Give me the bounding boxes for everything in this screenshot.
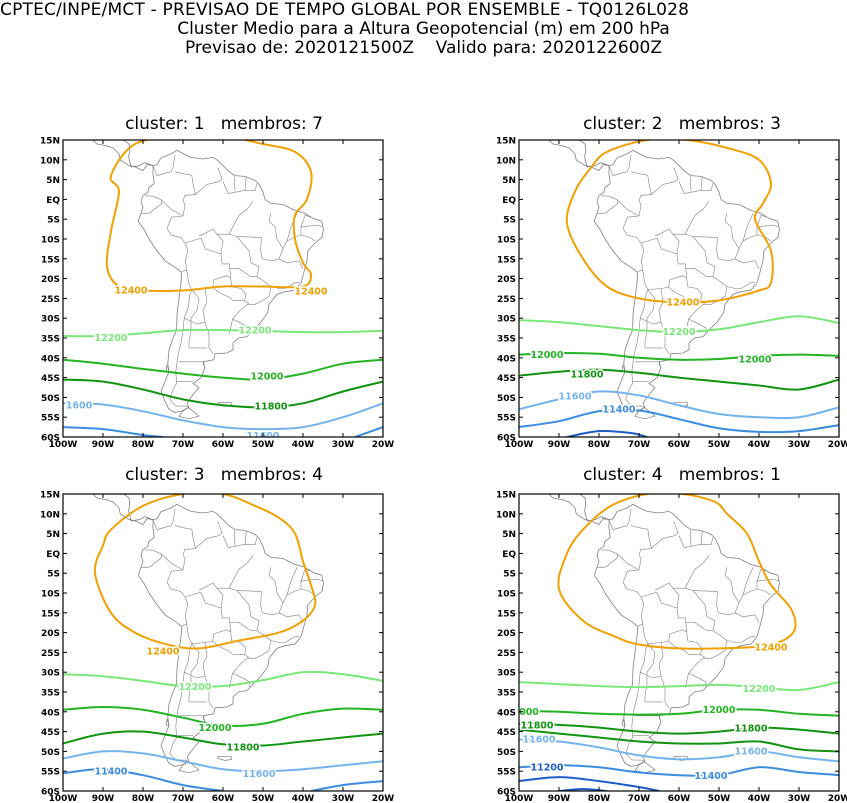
cluster-panel-3: cluster: 3 membros: 4 [0, 463, 400, 803]
header-line-1: CPTEC/INPE/MCT - PREVISAO DE TEMPO GLOBA… [0, 0, 690, 20]
panel-title: cluster: 4 membros: 1 [583, 465, 781, 485]
cluster-panel-4: cluster: 4 membros: 1 [454, 463, 847, 803]
panel-title: cluster: 1 membros: 7 [125, 114, 323, 134]
panel-title: cluster: 3 membros: 4 [125, 465, 323, 485]
header-line-3: Previsao de: 2020121500Z Valido para: 20… [184, 38, 662, 58]
header-line-2: Cluster Medio para a Altura Geopotencial… [177, 19, 670, 39]
cluster-panel-1: cluster: 1 membros: 7 [0, 108, 400, 448]
panel-title: cluster: 2 membros: 3 [583, 114, 781, 134]
cluster-panel-2: cluster: 2 membros: 3 [454, 108, 847, 448]
